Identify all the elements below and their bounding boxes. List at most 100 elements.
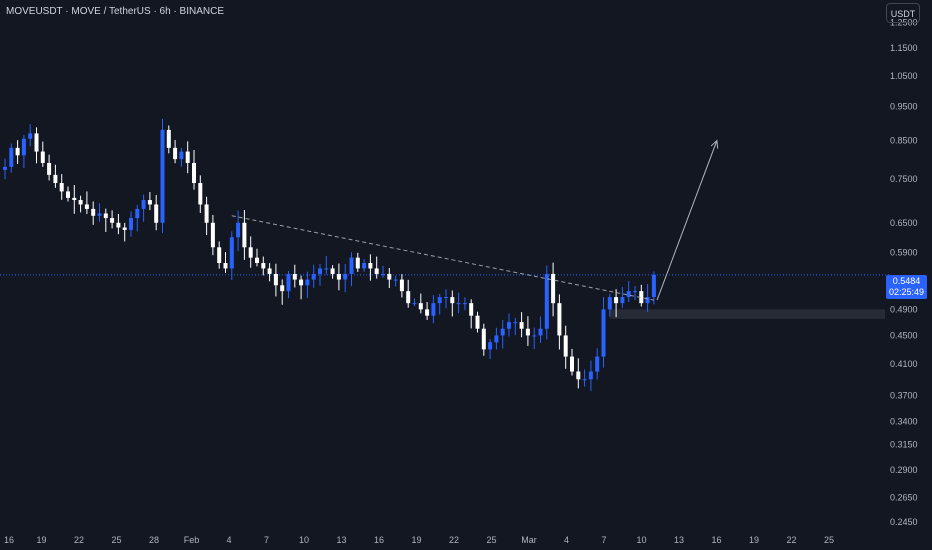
candle-body: [588, 371, 593, 380]
candle: [198, 175, 203, 213]
time-tick-label: 16: [711, 535, 721, 545]
candle: [595, 348, 600, 380]
candle: [437, 293, 442, 315]
candle: [639, 284, 644, 307]
candle-body: [601, 309, 606, 357]
candle: [173, 140, 178, 164]
candle-body: [173, 147, 178, 160]
candle: [185, 141, 190, 174]
candle-body: [488, 342, 493, 350]
candle-body: [286, 273, 291, 292]
candle-body: [248, 247, 253, 258]
candle-body: [620, 297, 625, 304]
candle-body: [633, 291, 637, 293]
price-axis[interactable]: 1.25001.15001.05000.95000.85000.75000.65…: [890, 17, 918, 526]
candle: [110, 210, 115, 229]
symbol-title[interactable]: MOVEUSDT · MOVE / TetherUS · 6h · BINANC…: [6, 6, 225, 17]
candle-body: [355, 257, 360, 269]
candle-body: [72, 197, 77, 201]
candle: [570, 348, 574, 376]
last-price-label: 0.5484 02:25:49: [886, 275, 927, 299]
time-tick-label: 22: [74, 535, 84, 545]
candle-body: [557, 303, 562, 336]
candle-body: [135, 208, 140, 219]
candle: [349, 252, 354, 287]
candle: [544, 265, 549, 340]
candle: [607, 293, 612, 317]
candle-body: [110, 218, 115, 223]
candle-body: [204, 204, 209, 223]
candle: [525, 316, 530, 346]
candle-body: [431, 303, 436, 316]
candle: [204, 196, 209, 236]
candle: [28, 124, 33, 147]
candle-body: [563, 335, 568, 357]
candle-body: [141, 200, 146, 209]
candle-body: [47, 162, 52, 175]
candle: [343, 263, 348, 293]
candle-body: [154, 204, 159, 223]
candle-body: [185, 151, 190, 163]
candle: [614, 289, 619, 318]
candle: [280, 279, 285, 305]
candle-body: [645, 297, 650, 304]
candle-body: [166, 129, 171, 148]
candle-body: [311, 273, 316, 280]
candle: [122, 222, 127, 242]
candle: [59, 174, 64, 200]
candle-body: [267, 268, 272, 274]
candle-body: [381, 273, 385, 275]
price-tick-label: 0.5900: [890, 247, 918, 257]
candle: [431, 295, 436, 324]
price-tick-label: 0.9500: [890, 101, 918, 111]
candle-body: [236, 222, 241, 238]
candle: [292, 264, 297, 288]
candle-body: [255, 257, 259, 264]
time-tick-label: 10: [636, 535, 646, 545]
candle-body: [494, 335, 499, 343]
candle: [500, 319, 505, 349]
candle-body: [481, 328, 486, 350]
candle-body: [607, 297, 612, 310]
support-zone: [609, 309, 885, 319]
candle-body: [292, 273, 297, 280]
candle: [651, 271, 656, 305]
candle-body: [456, 303, 461, 305]
candle: [154, 195, 159, 231]
candle-body: [198, 183, 203, 205]
candle: [488, 338, 493, 360]
candle-body: [469, 303, 474, 316]
candle-body: [406, 291, 411, 304]
candle-body: [299, 279, 304, 286]
candle-body: [538, 328, 543, 336]
candle: [248, 236, 253, 268]
candle: [418, 293, 423, 314]
candle: [305, 271, 310, 298]
candle: [374, 256, 379, 279]
last-price-value: 0.5484: [892, 276, 921, 286]
candle-body: [507, 322, 511, 329]
candle: [160, 118, 165, 233]
candle: [147, 192, 152, 211]
candle: [494, 327, 499, 350]
candle-body: [318, 268, 322, 274]
candle: [475, 311, 480, 333]
candle-body: [500, 328, 505, 336]
candle-body: [532, 335, 537, 337]
candle: [645, 284, 650, 312]
candle: [217, 241, 222, 269]
price-tick-label: 1.0500: [890, 71, 918, 81]
candle: [626, 280, 631, 303]
candle-body: [551, 273, 556, 304]
candle-body: [53, 174, 58, 184]
currency-unit-button[interactable]: USDT: [886, 3, 920, 23]
candle: [368, 254, 373, 281]
time-axis[interactable]: 16 19 22 25 28 Feb 4 7 10 13 16 19 22 25 Mar 4 7 10 13 16 19…: [4, 535, 834, 545]
price-tick-label: 0.7500: [890, 174, 918, 184]
price-tick-label: 0.2450: [890, 517, 918, 527]
candle: [588, 360, 593, 391]
time-tick-label: 25: [824, 535, 834, 545]
candle-body: [399, 279, 404, 292]
candle-body: [28, 133, 33, 139]
